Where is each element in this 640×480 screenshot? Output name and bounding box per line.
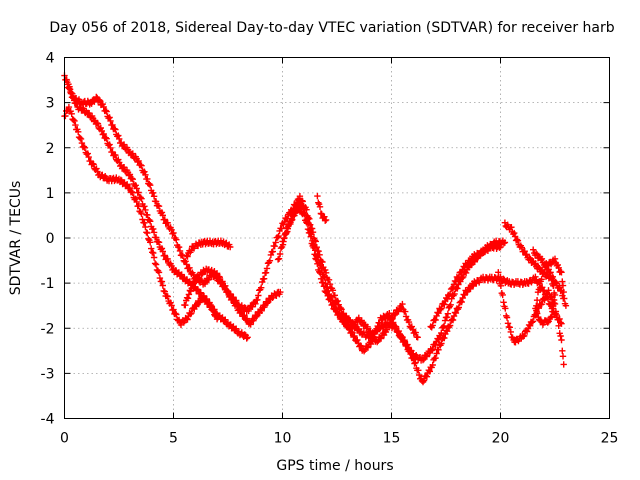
y-axis-label: SDTVAR / TECUs — [8, 181, 24, 296]
x-axis-label: GPS time / hours — [276, 458, 393, 474]
series-track-8 — [314, 192, 330, 224]
chart-title: Day 056 of 2018, Sidereal Day-to-day VTE… — [49, 20, 614, 36]
x-tick-label: 0 — [60, 431, 69, 447]
series-track-11 — [495, 269, 567, 368]
y-tick-label: 2 — [46, 141, 55, 157]
y-tick-label: -1 — [41, 276, 55, 292]
data-point-markers — [495, 269, 567, 368]
data-point-markers — [279, 202, 421, 346]
x-tick-label: 10 — [274, 431, 292, 447]
y-tick-label: 1 — [46, 186, 55, 202]
y-tick-label: -2 — [41, 321, 55, 337]
series-track-10 — [501, 219, 570, 309]
x-tick-labels: 0 5 10 15 20 25 — [60, 431, 618, 447]
y-tick-label: -4 — [41, 412, 55, 428]
y-tick-label: -3 — [41, 366, 55, 382]
x-tick-label: 15 — [383, 431, 401, 447]
data-point-markers — [501, 219, 570, 309]
data-point-markers — [314, 192, 330, 224]
series-track-4 — [183, 237, 234, 260]
x-tick-label: 20 — [492, 431, 510, 447]
data-point-markers — [427, 242, 504, 331]
series-track-7 — [279, 202, 421, 346]
data-point-markers — [530, 246, 567, 328]
x-tick-label: 5 — [169, 431, 178, 447]
y-tick-label: 0 — [46, 231, 55, 247]
series-track-12 — [530, 246, 567, 328]
data-marks — [61, 72, 570, 386]
x-tick-label: 25 — [601, 431, 619, 447]
axis-ticks — [64, 57, 610, 419]
y-tick-label: 3 — [46, 96, 55, 112]
y-tick-labels: -4 -3 -2 -1 0 1 2 3 4 — [41, 51, 55, 428]
y-tick-label: 4 — [46, 51, 55, 67]
series-track-9 — [427, 242, 504, 331]
data-point-markers — [183, 237, 234, 260]
